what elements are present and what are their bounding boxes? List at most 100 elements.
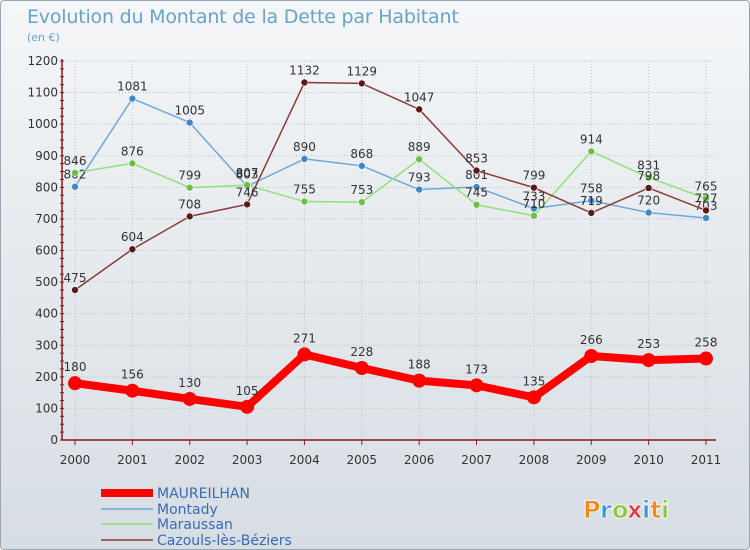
data-point bbox=[699, 351, 713, 366]
data-label: 727 bbox=[695, 191, 718, 205]
data-label: 266 bbox=[580, 333, 603, 347]
data-point bbox=[415, 105, 423, 114]
data-label: 271 bbox=[293, 331, 316, 345]
data-point bbox=[128, 159, 137, 168]
data-label: 890 bbox=[293, 140, 316, 154]
y-tick-label: 400 bbox=[35, 307, 58, 321]
legend-item-maraussan: Maraussan bbox=[101, 517, 233, 533]
data-label: 710 bbox=[522, 197, 545, 211]
grid bbox=[62, 60, 716, 441]
data-point bbox=[644, 173, 653, 182]
logo-letter: x bbox=[627, 496, 643, 524]
data-point bbox=[644, 208, 653, 217]
data-point bbox=[185, 118, 194, 127]
data-point bbox=[300, 78, 309, 87]
data-label: 188 bbox=[408, 358, 431, 372]
x-tick-label: 2000 bbox=[60, 453, 91, 467]
data-label: 720 bbox=[637, 194, 660, 208]
x-tick-label: 2002 bbox=[174, 453, 205, 467]
series-maraussan: 846 876 799 807 755 753 889 745 710 914 831 765 bbox=[64, 132, 717, 220]
data-point bbox=[644, 184, 653, 192]
data-label: 708 bbox=[178, 197, 201, 211]
data-label: 173 bbox=[465, 362, 488, 376]
x-tick-label: 2005 bbox=[347, 453, 378, 467]
series-cazouls-les-beziers: 475 604 708 746 1132 1129 1047 853 799 719 798 727 bbox=[64, 63, 718, 294]
data-label: 807 bbox=[236, 166, 259, 180]
series-line bbox=[71, 350, 710, 411]
legend-item-cazouls-les-beziers: Cazouls-lès-Béziers bbox=[101, 533, 292, 549]
data-point bbox=[243, 200, 251, 209]
series-maureilhan: 180 156 130 105 271 228 188 173 135 266 253 258 bbox=[64, 331, 718, 414]
data-label: 914 bbox=[580, 132, 603, 146]
data-label: 475 bbox=[64, 271, 87, 285]
data-point bbox=[702, 194, 710, 203]
series-montady: 80210811005803890868793801733758720703 bbox=[64, 80, 717, 222]
data-label: 889 bbox=[408, 140, 431, 154]
data-point bbox=[530, 211, 538, 220]
data-label: 1047 bbox=[404, 90, 435, 104]
y-tick-label: 0 bbox=[50, 433, 58, 447]
y-tick-label: 200 bbox=[35, 370, 58, 384]
data-label: 831 bbox=[637, 159, 660, 173]
data-label: 105 bbox=[236, 384, 259, 398]
data-label: 799 bbox=[178, 169, 201, 183]
y-tick-label: 1200 bbox=[27, 54, 58, 68]
series-line bbox=[74, 97, 707, 219]
data-label: 798 bbox=[637, 169, 660, 183]
data-point bbox=[128, 94, 137, 103]
logo-letter: t bbox=[650, 496, 661, 524]
x-tick-label: 2007 bbox=[461, 453, 492, 467]
data-label: 755 bbox=[293, 183, 316, 197]
data-point bbox=[587, 209, 596, 217]
data-point bbox=[412, 373, 427, 388]
data-label: 793 bbox=[408, 171, 431, 185]
x-tick-label: 2004 bbox=[289, 453, 320, 467]
data-point bbox=[354, 360, 369, 375]
y-tick-label: 500 bbox=[35, 275, 58, 289]
series-line bbox=[74, 81, 707, 291]
y-tick-label: 700 bbox=[35, 212, 58, 226]
logo-letter: o bbox=[612, 496, 629, 524]
data-label: 803 bbox=[236, 167, 259, 181]
data-point bbox=[297, 347, 312, 362]
y-tick-label: 300 bbox=[35, 338, 58, 352]
x-tick-label: 2009 bbox=[576, 453, 607, 467]
data-point bbox=[128, 245, 137, 254]
y-axis: 0 100 200 300 400 500 600 700 800 900 1000 1100 1200 bbox=[27, 54, 64, 447]
data-label: 130 bbox=[178, 376, 201, 390]
logo-letter: i bbox=[661, 496, 669, 524]
data-label: 258 bbox=[695, 336, 718, 350]
data-label: 604 bbox=[121, 230, 144, 244]
legend-label: Cazouls-lès-Béziers bbox=[157, 533, 292, 549]
legend-label: Montady bbox=[157, 502, 218, 518]
legend-label: Maraussan bbox=[157, 517, 233, 533]
data-point bbox=[125, 383, 140, 398]
data-point bbox=[71, 182, 79, 191]
data-point bbox=[415, 185, 423, 194]
data-label: 746 bbox=[236, 185, 259, 199]
data-label: 135 bbox=[522, 374, 545, 388]
data-label: 1081 bbox=[117, 80, 148, 94]
data-point bbox=[68, 376, 82, 391]
data-point bbox=[182, 391, 197, 406]
x-tick-label: 2010 bbox=[633, 453, 664, 467]
y-tick-label: 1000 bbox=[27, 117, 58, 131]
x-tick-label: 2011 bbox=[691, 453, 722, 467]
legend-item-montady: Montady bbox=[101, 502, 218, 518]
data-point bbox=[358, 162, 366, 170]
data-point bbox=[469, 378, 484, 393]
data-point bbox=[472, 200, 481, 209]
data-label: 180 bbox=[64, 360, 87, 374]
data-point bbox=[472, 166, 481, 175]
x-tick-label: 2006 bbox=[404, 453, 435, 467]
y-tick-label: 1100 bbox=[27, 86, 58, 100]
data-point bbox=[300, 155, 309, 163]
y-tick-label: 100 bbox=[35, 401, 58, 415]
x-tick-label: 2008 bbox=[519, 453, 550, 467]
logo-letter: i bbox=[642, 496, 650, 524]
data-point bbox=[472, 183, 481, 191]
data-point bbox=[243, 181, 251, 189]
x-axis: 2000 2001 2002 2003 2004 2005 2006 2007 2008 2009… bbox=[60, 439, 722, 467]
data-label: 846 bbox=[64, 154, 87, 168]
